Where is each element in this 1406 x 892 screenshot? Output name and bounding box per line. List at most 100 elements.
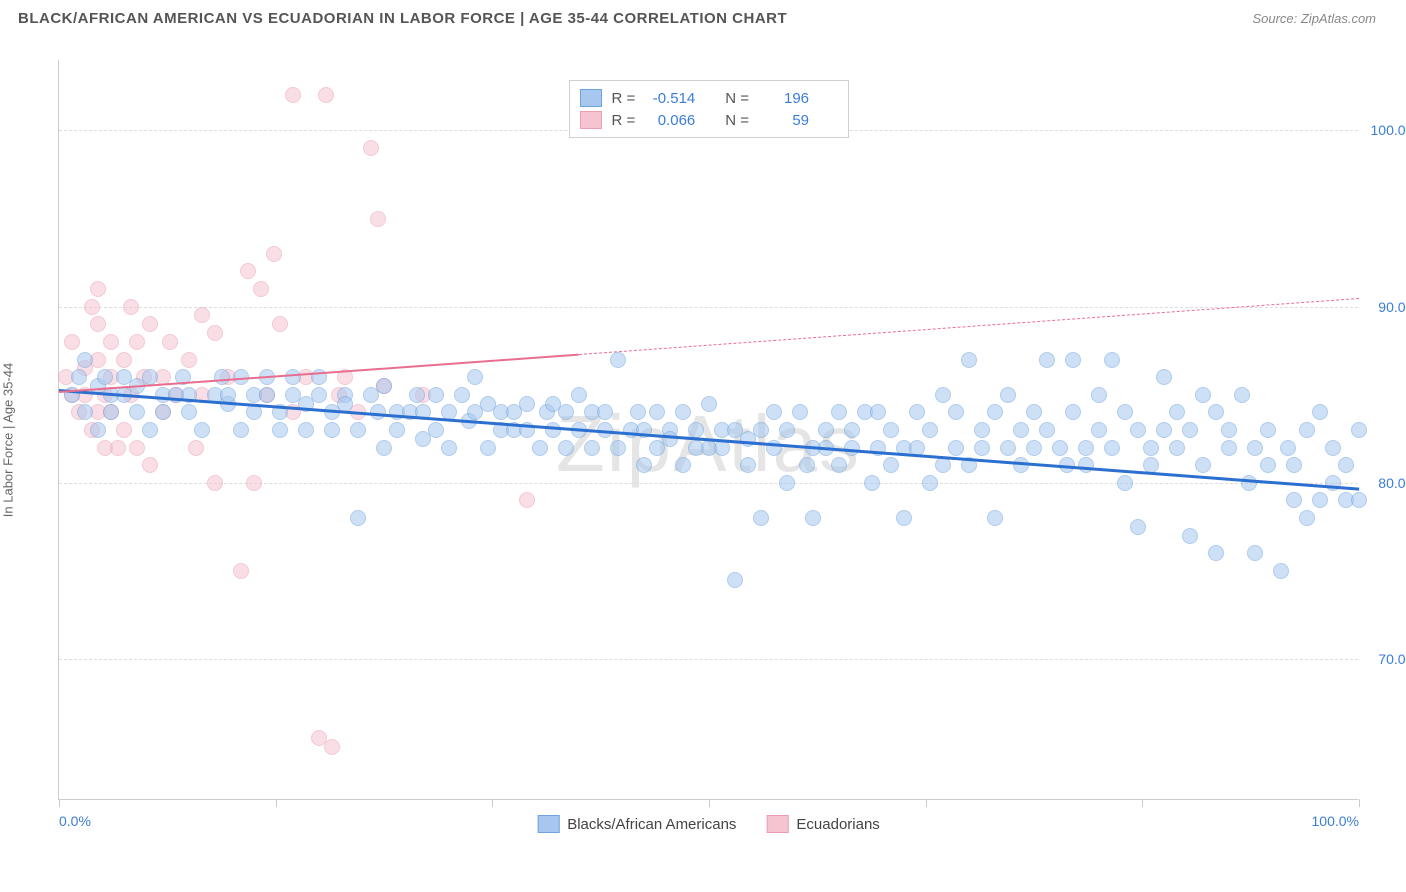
scatter-point-blacks <box>1325 440 1341 456</box>
scatter-point-blacks <box>142 369 158 385</box>
scatter-point-blacks <box>1169 440 1185 456</box>
scatter-point-blacks <box>799 457 815 473</box>
scatter-point-blacks <box>935 387 951 403</box>
scatter-point-blacks <box>1260 422 1276 438</box>
scatter-point-blacks <box>1195 457 1211 473</box>
scatter-point-blacks <box>1312 492 1328 508</box>
scatter-point-blacks <box>753 422 769 438</box>
x-tick-label: 100.0% <box>1312 813 1359 829</box>
scatter-point-blacks <box>727 572 743 588</box>
scatter-point-blacks <box>77 404 93 420</box>
scatter-point-blacks <box>350 422 366 438</box>
scatter-point-ecuadorians <box>207 475 223 491</box>
scatter-point-ecuadorians <box>363 140 379 156</box>
scatter-point-ecuadorians <box>207 325 223 341</box>
scatter-point-blacks <box>740 457 756 473</box>
series-legend: Blacks/African Americans Ecuadorians <box>537 815 880 833</box>
scatter-point-blacks <box>194 422 210 438</box>
scatter-point-blacks <box>935 457 951 473</box>
scatter-point-blacks <box>961 352 977 368</box>
scatter-point-ecuadorians <box>103 334 119 350</box>
scatter-point-ecuadorians <box>116 352 132 368</box>
scatter-point-blacks <box>610 440 626 456</box>
scatter-point-blacks <box>844 422 860 438</box>
scatter-point-blacks <box>1039 422 1055 438</box>
scatter-point-ecuadorians <box>285 87 301 103</box>
scatter-point-blacks <box>1260 457 1276 473</box>
scatter-point-blacks <box>597 404 613 420</box>
scatter-point-blacks <box>1299 422 1315 438</box>
n-label: N = <box>725 112 749 129</box>
scatter-point-blacks <box>1104 352 1120 368</box>
scatter-point-blacks <box>428 422 444 438</box>
chart-title: BLACK/AFRICAN AMERICAN VS ECUADORIAN IN … <box>18 10 787 27</box>
scatter-point-blacks <box>259 387 275 403</box>
scatter-point-blacks <box>1312 404 1328 420</box>
swatch-blacks <box>580 89 602 107</box>
scatter-point-blacks <box>831 457 847 473</box>
n-label: N = <box>725 90 749 107</box>
y-tick-label: 70.0% <box>1363 651 1406 667</box>
scatter-point-ecuadorians <box>90 316 106 332</box>
scatter-point-blacks <box>376 378 392 394</box>
scatter-point-blacks <box>1000 387 1016 403</box>
scatter-point-blacks <box>1208 545 1224 561</box>
scatter-point-blacks <box>1026 440 1042 456</box>
scatter-point-blacks <box>1241 475 1257 491</box>
scatter-point-blacks <box>311 387 327 403</box>
scatter-point-blacks <box>1130 519 1146 535</box>
scatter-point-blacks <box>519 396 535 412</box>
scatter-point-blacks <box>1000 440 1016 456</box>
scatter-point-blacks <box>103 404 119 420</box>
scatter-point-ecuadorians <box>240 263 256 279</box>
scatter-point-blacks <box>155 404 171 420</box>
scatter-point-blacks <box>688 422 704 438</box>
scatter-point-blacks <box>324 422 340 438</box>
legend-item-ecuadorians: Ecuadorians <box>766 815 879 833</box>
legend-label-blacks: Blacks/African Americans <box>567 816 736 833</box>
scatter-point-blacks <box>948 404 964 420</box>
scatter-point-ecuadorians <box>246 475 262 491</box>
scatter-point-blacks <box>1156 422 1172 438</box>
scatter-point-blacks <box>558 440 574 456</box>
scatter-point-blacks <box>1338 457 1354 473</box>
r-value-ecuadorians: 0.066 <box>645 112 695 129</box>
x-tick <box>709 799 710 807</box>
r-value-blacks: -0.514 <box>645 90 695 107</box>
scatter-point-blacks <box>129 404 145 420</box>
scatter-point-blacks <box>922 475 938 491</box>
scatter-point-blacks <box>1091 387 1107 403</box>
source-attribution: Source: ZipAtlas.com <box>1252 11 1376 26</box>
scatter-point-ecuadorians <box>233 563 249 579</box>
y-tick-label: 100.0% <box>1363 122 1406 138</box>
scatter-point-blacks <box>974 440 990 456</box>
scatter-point-blacks <box>1130 422 1146 438</box>
scatter-point-blacks <box>1156 369 1172 385</box>
scatter-point-ecuadorians <box>129 440 145 456</box>
scatter-point-blacks <box>77 352 93 368</box>
scatter-point-blacks <box>1208 404 1224 420</box>
x-tick <box>1359 799 1360 807</box>
scatter-point-blacks <box>1247 545 1263 561</box>
scatter-point-blacks <box>214 369 230 385</box>
y-tick-label: 80.0% <box>1363 475 1406 491</box>
scatter-point-blacks <box>389 422 405 438</box>
scatter-point-blacks <box>1286 492 1302 508</box>
scatter-point-blacks <box>649 404 665 420</box>
scatter-point-blacks <box>454 387 470 403</box>
stats-row-ecuadorians: R = 0.066 N = 59 <box>580 109 838 131</box>
scatter-point-ecuadorians <box>129 334 145 350</box>
x-tick <box>59 799 60 807</box>
scatter-point-blacks <box>864 475 880 491</box>
scatter-point-blacks <box>883 422 899 438</box>
scatter-point-blacks <box>1247 440 1263 456</box>
scatter-point-blacks <box>1280 440 1296 456</box>
scatter-point-blacks <box>467 369 483 385</box>
scatter-point-blacks <box>1052 440 1068 456</box>
scatter-point-blacks <box>1117 475 1133 491</box>
scatter-point-blacks <box>818 422 834 438</box>
scatter-point-blacks <box>90 422 106 438</box>
scatter-point-blacks <box>883 457 899 473</box>
x-tick <box>926 799 927 807</box>
scatter-point-blacks <box>571 387 587 403</box>
